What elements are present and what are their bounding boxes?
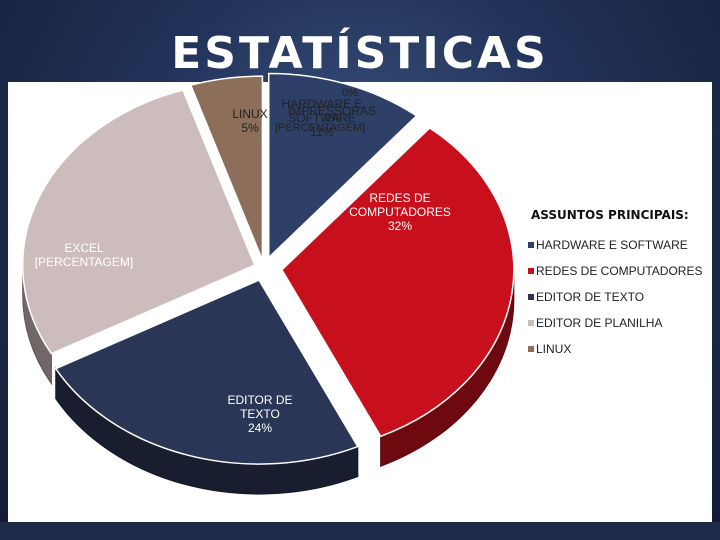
legend-item-redes-de-computadores: REDES DE COMPUTADORES <box>528 258 714 284</box>
legend-swatch <box>528 346 534 352</box>
legend-label: EDITOR DE TEXTO <box>536 290 645 304</box>
pie-label-editor-de-texto: EDITOR DE TEXTO 24% <box>227 393 292 435</box>
pie-label-editor-de-planilha: EXCEL [PERCENTAGEM] <box>35 241 133 269</box>
legend-swatch <box>528 320 534 326</box>
legend-item-linux: LINUX <box>528 336 714 362</box>
pie-labels: HARDWARE E SOFTWARE 11% REDES DE COMPUTADORE… <box>35 87 451 435</box>
legend-label: HARDWARE E SOFTWARE <box>536 238 688 252</box>
pie-slice-linux <box>189 75 264 261</box>
legend-label: REDES DE COMPUTADORES <box>536 264 703 278</box>
pie-tops <box>22 72 515 465</box>
legend-title: ASSUNTOS PRINCIPAIS: <box>531 208 689 222</box>
legend: ASSUNTOS PRINCIPAIS: HARDWARE E SOFTWARE… <box>528 208 714 362</box>
legend-item-editor-de-texto: EDITOR DE TEXTO <box>528 284 714 310</box>
legend-item-hardware-e-software: HARDWARE E SOFTWARE <box>528 232 714 258</box>
bottom-band <box>0 522 720 540</box>
pie-slice-redes-de-computadores <box>280 127 515 438</box>
pie-extra-label: IMPRESSORAS <box>288 104 376 118</box>
pie-slice-hardware-e-software <box>267 72 418 260</box>
pie-label-hardware-e-software: HARDWARE E SOFTWARE 11% <box>282 97 363 139</box>
pie-label-redes-de-computadores: REDES DE COMPUTADORES 32% <box>349 191 451 233</box>
legend-swatch <box>528 294 534 300</box>
slide-title: ESTATÍSTICAS <box>171 28 549 79</box>
legend-label: LINUX <box>536 342 572 356</box>
pie-extra-value: [PERCENTAGEM] <box>275 122 365 134</box>
legend-swatch <box>528 242 534 248</box>
pie-extra-value: 0% <box>324 112 340 124</box>
legend-swatch <box>528 268 534 274</box>
legend-item-editor-de-planilha: EDITOR DE PLANILHA <box>528 310 714 336</box>
pie-slice-editor-de-texto <box>54 279 359 465</box>
pie-label-linux: LINUX 5% <box>232 107 267 135</box>
pie-slice-editor-de-planilha <box>22 89 256 355</box>
pie-extra-value: 0% <box>342 87 358 99</box>
legend-label: EDITOR DE PLANILHA <box>536 316 663 330</box>
